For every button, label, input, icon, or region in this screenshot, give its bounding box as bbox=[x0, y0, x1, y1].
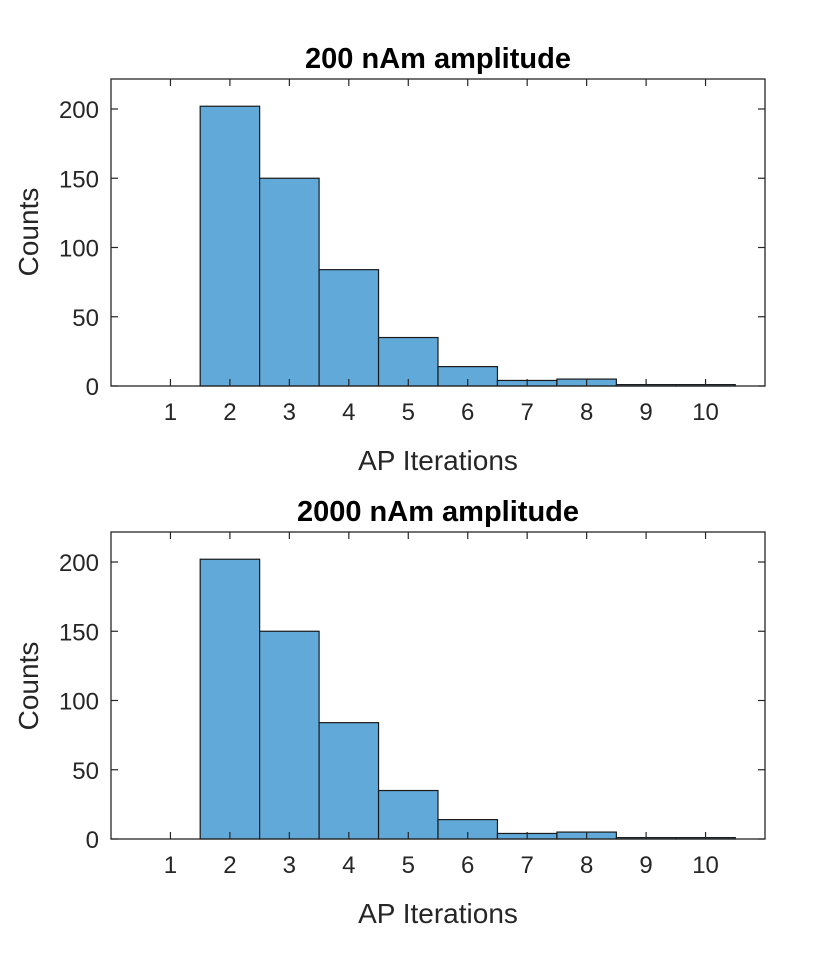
chart-title: 2000 nAm amplitude bbox=[297, 496, 579, 528]
x-tick-label: 3 bbox=[283, 852, 296, 879]
y-tick-label: 50 bbox=[72, 305, 99, 332]
x-tick-label: 4 bbox=[342, 852, 355, 879]
bar-4 bbox=[318, 269, 380, 387]
bar-3 bbox=[259, 177, 320, 387]
histogram-panel-bottom: 2000 nAm amplitude Counts AP Iterations … bbox=[13, 496, 766, 929]
x-tick-label: 9 bbox=[639, 399, 652, 426]
x-tick-label: 10 bbox=[692, 852, 719, 879]
bar-5 bbox=[377, 336, 439, 387]
y-tick-label: 200 bbox=[59, 97, 99, 124]
x-tick-label: 10 bbox=[692, 399, 719, 426]
x-tick-label: 5 bbox=[402, 399, 415, 426]
x-tick-label: 8 bbox=[580, 852, 593, 879]
y-tick-label: 50 bbox=[72, 758, 99, 785]
axes-box bbox=[110, 531, 766, 840]
x-axis-label: AP Iterations bbox=[358, 898, 518, 929]
x-tick-label: 7 bbox=[521, 852, 534, 879]
histogram-panel-top: 200 nAm amplitude Counts AP Iterations 1… bbox=[13, 43, 766, 476]
y-tick-label: 0 bbox=[86, 827, 99, 854]
bar-3 bbox=[259, 630, 320, 840]
x-tick-label: 8 bbox=[580, 399, 593, 426]
bar-5 bbox=[377, 789, 439, 840]
x-tick-label: 2 bbox=[223, 852, 236, 879]
x-axis-label: AP Iterations bbox=[358, 445, 518, 476]
y-tick-label: 150 bbox=[59, 619, 99, 646]
y-tick-label: 0 bbox=[86, 374, 99, 401]
bars-group bbox=[199, 558, 736, 840]
y-tick-label: 150 bbox=[59, 166, 99, 193]
x-tick-label: 2 bbox=[223, 399, 236, 426]
x-tick-label: 3 bbox=[283, 399, 296, 426]
chart-title: 200 nAm amplitude bbox=[305, 43, 571, 75]
x-tick-label: 6 bbox=[461, 852, 474, 879]
bar-4 bbox=[318, 722, 380, 840]
x-tick-label: 6 bbox=[461, 399, 474, 426]
y-axis-label: Counts bbox=[13, 642, 44, 731]
x-tick-label: 5 bbox=[402, 852, 415, 879]
y-tick-label: 100 bbox=[59, 689, 99, 716]
y-tick-label: 200 bbox=[59, 550, 99, 577]
bars-group bbox=[199, 105, 736, 387]
x-tick-label: 9 bbox=[639, 852, 652, 879]
bar-2 bbox=[199, 105, 261, 387]
x-tick-label: 7 bbox=[521, 399, 534, 426]
y-axis-label: Counts bbox=[13, 188, 44, 277]
x-tick-label: 1 bbox=[164, 852, 177, 879]
axes-box bbox=[110, 78, 766, 387]
y-tick-label: 100 bbox=[59, 236, 99, 263]
bar-2 bbox=[199, 558, 261, 840]
x-tick-label: 1 bbox=[164, 399, 177, 426]
x-tick-label: 4 bbox=[342, 399, 355, 426]
